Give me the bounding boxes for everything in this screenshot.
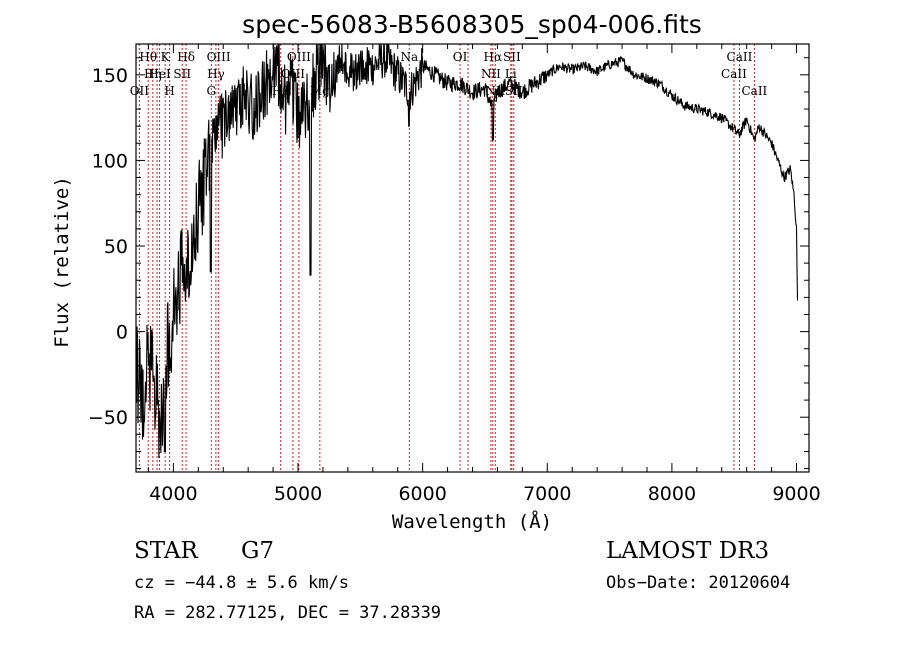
emission-line-markers [138, 44, 755, 472]
line-label: Hδ [177, 50, 195, 64]
line-label: SII [173, 67, 191, 81]
y-tick-label: −50 [88, 407, 128, 429]
line-label: OIII [207, 50, 231, 64]
spectrum-series [135, 43, 799, 459]
x-tick-label: 8000 [648, 483, 696, 505]
line-label: G [206, 84, 216, 98]
survey-name: LAMOST DR3 [606, 538, 770, 564]
line-label: CaII [721, 67, 747, 81]
x-axis-ticks: 4000 5000 6000 7000 8000 9000 [147, 44, 821, 505]
line-label: OII [130, 84, 150, 98]
line-label: Na [400, 50, 418, 64]
line-label: HeI [148, 67, 171, 81]
chart-title: spec-56083-B5608305_sp04-006.fits [242, 10, 702, 39]
object-class: STAR [134, 538, 198, 564]
line-label: CaII [741, 84, 767, 98]
line-label: SII [503, 50, 521, 64]
x-tick-label: 5000 [274, 483, 322, 505]
y-tick-label: 50 [104, 236, 128, 258]
x-axis-label: Wavelength (Å) [392, 510, 552, 533]
observation-date: Obs−Date: 20120604 [606, 573, 791, 593]
y-axis-ticks: −50 0 50 100 150 [88, 57, 809, 470]
y-axis-label: Flux (relative) [51, 176, 73, 348]
line-label: Hθ [139, 50, 157, 64]
line-label: Hγ [207, 67, 225, 81]
x-tick-label: 6000 [398, 483, 446, 505]
line-label: CaII [727, 50, 753, 64]
x-tick-label: 9000 [772, 483, 820, 505]
redshift-velocity: cz = −44.8 ± 5.6 km/s [134, 573, 349, 593]
line-label: Hα [484, 50, 503, 64]
y-tick-label: 0 [116, 322, 128, 344]
coordinates: RA = 282.77125, DEC = 37.28339 [134, 603, 442, 623]
object-subclass: G7 [241, 538, 275, 564]
line-label: Li [505, 67, 517, 81]
line-label: H [164, 84, 174, 98]
line-label: NII [481, 67, 501, 81]
y-tick-label: 100 [92, 150, 128, 172]
line-label: K [161, 50, 171, 64]
line-label: OI [453, 50, 468, 64]
spectrum-line [135, 43, 799, 459]
line-label: Hη [144, 67, 162, 81]
x-tick-label: 4000 [149, 483, 197, 505]
y-tick-label: 150 [92, 65, 128, 87]
x-tick-label: 7000 [523, 483, 571, 505]
